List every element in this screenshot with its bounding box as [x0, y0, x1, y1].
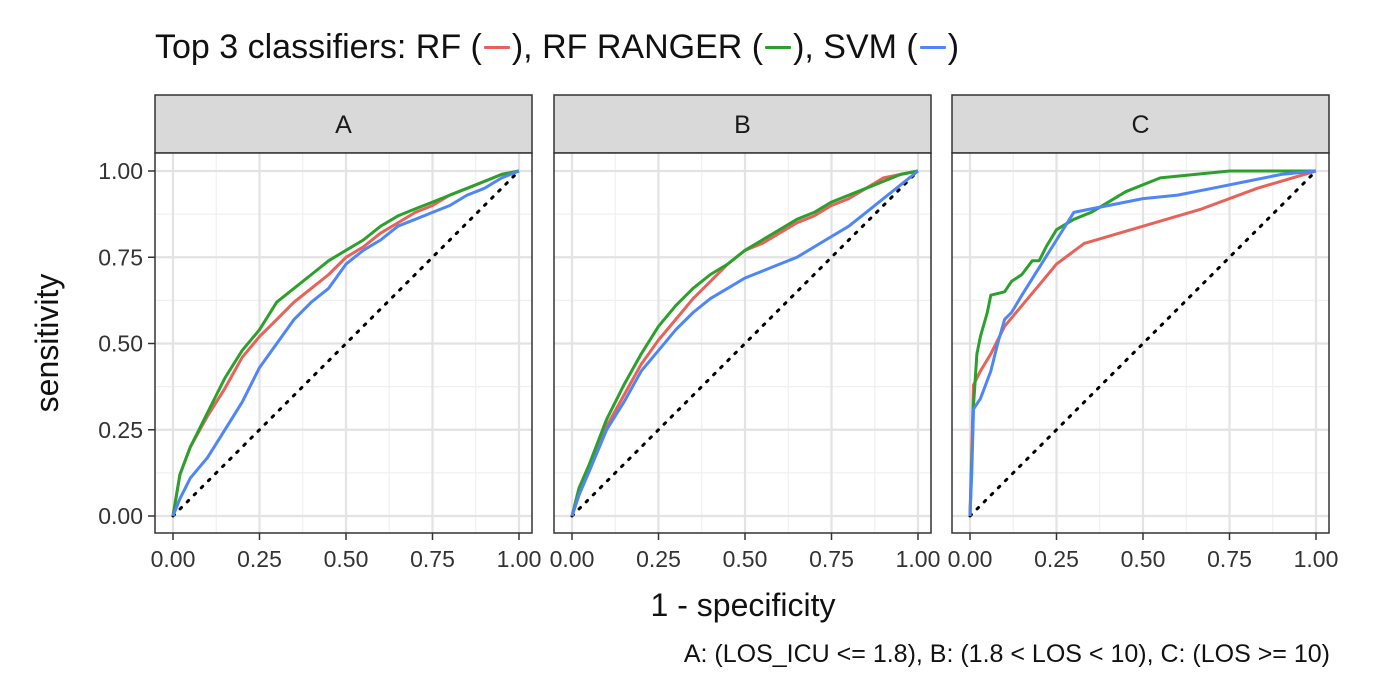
- panel-a: A 0.00 0.25 0.50 0.75 1.00 0.00 0.25 0.50 0.75 1.0…: [98, 94, 542, 572]
- x-tick-label: 0.25: [1034, 546, 1079, 572]
- x-tick-label: 1.00: [497, 546, 542, 572]
- x-tick-label: 0.00: [550, 546, 595, 572]
- x-tick-label: 0.00: [151, 546, 196, 572]
- panel-border: [951, 152, 1330, 534]
- x-tick-label: 0.75: [410, 546, 455, 572]
- title-svm-label: ), SVM (: [793, 28, 918, 66]
- legend-swatch-rf-ranger: [763, 32, 793, 62]
- x-tick-label: 0.50: [324, 546, 369, 572]
- panel-strip-label: B: [734, 111, 751, 139]
- reference-diagonal: [968, 169, 1318, 518]
- chart-title: Top 3 classifiers: RF ( ), RF RANGER ( ), …: [155, 28, 959, 67]
- reference-diagonal: [171, 169, 521, 518]
- x-tick-label: 0.50: [723, 546, 768, 572]
- legend-swatch-rf: [482, 32, 512, 62]
- x-axis-title: 1 - specificity: [651, 587, 836, 623]
- panel-strip: [951, 94, 1330, 154]
- title-prefix: Top 3 classifiers:: [155, 28, 416, 66]
- y-axis-title: sensitivity: [29, 274, 65, 413]
- y-tick-label: 1.00: [98, 158, 143, 184]
- x-tick-label: 0.75: [809, 546, 854, 572]
- x-tick-label: 0.75: [1207, 546, 1252, 572]
- panel-b: B 0.00 0.25 0.50 0.75 1.00: [550, 94, 941, 572]
- x-tick-label: 0.25: [237, 546, 282, 572]
- roc-line-svm: [570, 169, 919, 517]
- y-tick-label: 0.00: [98, 503, 143, 529]
- panel-c: C 0.00 0.25 0.50 0.75 1.00: [948, 94, 1339, 572]
- y-tick-label: 0.50: [98, 331, 143, 357]
- roc-line-svm: [968, 169, 1317, 517]
- x-tick-label: 0.00: [948, 546, 993, 572]
- reference-diagonal: [570, 169, 920, 518]
- title-ranger-label: ), RF RANGER (: [511, 28, 764, 66]
- roc-line-rf: [968, 169, 1317, 517]
- roc-line-rf-ranger: [171, 169, 520, 517]
- caption: A: (LOS_ICU <= 1.8), B: (1.8 < LOS < 10)…: [683, 640, 1330, 668]
- x-tick-label: 1.00: [1294, 546, 1339, 572]
- x-tick-label: 0.50: [1121, 546, 1166, 572]
- panel-strip-label: A: [335, 111, 352, 139]
- x-tick-label: 1.00: [896, 546, 941, 572]
- title-end: ): [947, 28, 960, 66]
- panel-border: [553, 152, 932, 534]
- y-tick-label: 0.75: [98, 244, 143, 270]
- x-tick-label: 0.25: [636, 546, 681, 572]
- roc-line-svm: [171, 169, 520, 517]
- roc-line-rf-ranger: [570, 169, 919, 517]
- y-tick-label: 0.25: [98, 417, 143, 443]
- panel-strip: [553, 94, 932, 154]
- title-rf-label: RF (: [415, 28, 482, 66]
- roc-line-rf-ranger: [968, 169, 1316, 517]
- legend-swatch-svm: [918, 32, 948, 62]
- panel-strip-label: C: [1131, 111, 1149, 139]
